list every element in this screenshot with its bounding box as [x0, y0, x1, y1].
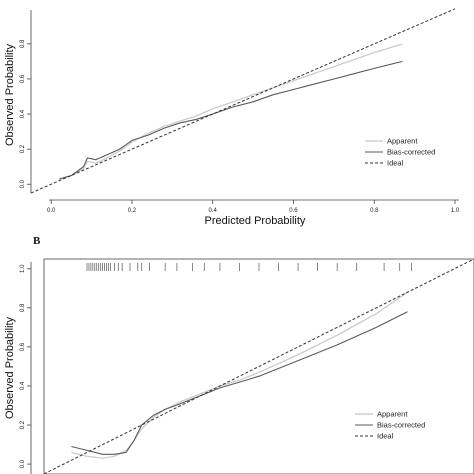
series-line-bias-corrected: [59, 60, 403, 180]
x-tick-label: 1.0: [451, 208, 460, 214]
legend-label: Apparent: [377, 410, 408, 419]
x-tick-label: 0.8: [370, 208, 379, 214]
panel-a-legend: Apparent Bias-corrected Ideal: [365, 137, 435, 168]
legend-label: Ideal: [387, 159, 404, 168]
series-line-bias-corrected: [71, 311, 408, 455]
y-tick-label: 0.8: [20, 303, 26, 312]
panel-a-calibration-plot: 0.0 0.2 0.4 0.6 0.8 1.0 0.0 0.2 0.4 0.6 0.8 Obser…: [4, 8, 460, 227]
panel-b-legend: Apparent Bias-corrected Ideal: [355, 410, 425, 441]
legend-label: Bias-corrected: [377, 421, 425, 430]
y-tick-label: 0.6: [20, 74, 26, 83]
panel-b-letter: B: [33, 235, 41, 247]
x-tick-label: 0.2: [128, 208, 137, 214]
y-tick-label: 0.0: [20, 179, 26, 188]
panel-a-x-axis-title: Predicted Probability: [205, 215, 306, 227]
y-tick-label: 0.0: [20, 459, 26, 468]
legend-label: Ideal: [377, 432, 394, 441]
panel-b-rug: [86, 263, 412, 271]
y-tick-label: 0.4: [20, 381, 26, 390]
legend-label: Bias-corrected: [387, 148, 435, 157]
y-tick-label: 0.4: [20, 109, 26, 118]
x-tick-label: 0.6: [289, 208, 298, 214]
x-tick-label: 0.4: [209, 208, 218, 214]
panel-a-y-axis-title: Observed Probability: [4, 43, 16, 146]
y-tick-label: 0.6: [20, 342, 26, 351]
series-line-apparent: [59, 43, 403, 180]
y-tick-label: 0.8: [20, 39, 26, 48]
x-tick-label: 0.0: [47, 208, 56, 214]
y-tick-label: 0.2: [20, 144, 26, 153]
y-tick-label: 1.0: [20, 264, 26, 273]
panel-b-calibration-plot: 0.00.20.40.60.81.0 Observed Probability …: [4, 258, 474, 474]
series-line-ideal: [31, 8, 456, 194]
panel-b-y-axis-title: Observed Probability: [4, 316, 16, 419]
legend-label: Apparent: [387, 137, 418, 146]
series-line-ideal: [44, 259, 474, 474]
y-tick-label: 0.2: [20, 420, 26, 429]
panel-b-plot-border: [43, 258, 474, 474]
series-line-apparent: [71, 291, 408, 459]
